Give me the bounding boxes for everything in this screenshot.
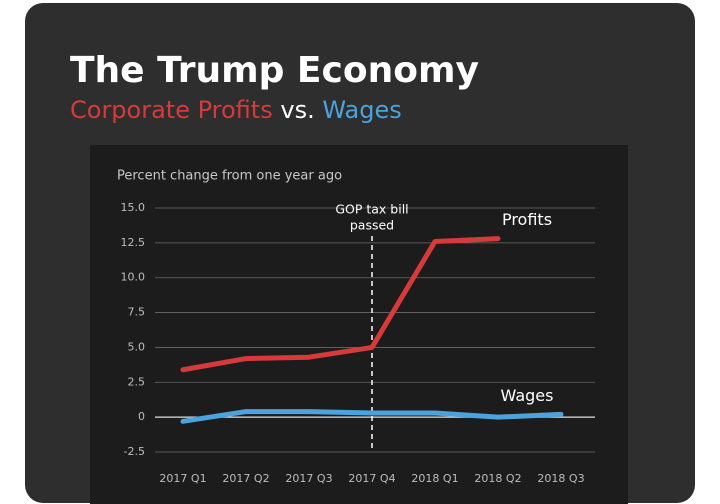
x-tick-label: 2018 Q2 <box>474 472 521 485</box>
series-label: Profits <box>502 210 552 229</box>
subtitle-wages: Wages <box>322 96 401 124</box>
series-line <box>180 409 564 424</box>
x-tick-label: 2017 Q3 <box>285 472 332 485</box>
y-tick-label: 0 <box>138 410 145 423</box>
y-tick-label: 10.0 <box>121 271 146 284</box>
y-tick-label: 7.5 <box>128 306 146 319</box>
series-label: Wages <box>501 386 554 405</box>
y-tick-label: 5.0 <box>128 340 146 353</box>
annotation-text: passed <box>350 218 394 233</box>
subtitle-profits: Corporate Profits <box>70 96 273 124</box>
x-tick-label: 2018 Q1 <box>411 472 458 485</box>
y-axis-label: Percent change from one year ago <box>117 169 342 184</box>
subtitle-vs: vs. <box>280 96 314 124</box>
plot-panel <box>90 145 628 504</box>
y-tick-label: 12.5 <box>121 236 146 249</box>
y-tick-label: -2.5 <box>124 445 145 458</box>
x-tick-label: 2017 Q1 <box>159 472 206 485</box>
x-tick-label: 2018 Q3 <box>537 472 584 485</box>
x-tick-label: 2017 Q4 <box>348 472 395 485</box>
chart-subtitle: Corporate Profits vs. Wages <box>70 96 402 124</box>
chart-title: The Trump Economy <box>70 50 479 91</box>
annotation-text: GOP tax bill <box>335 202 408 217</box>
x-tick-label: 2017 Q2 <box>222 472 269 485</box>
y-tick-label: 15.0 <box>121 201 146 214</box>
y-tick-label: 2.5 <box>128 375 146 388</box>
series-line <box>180 236 501 373</box>
